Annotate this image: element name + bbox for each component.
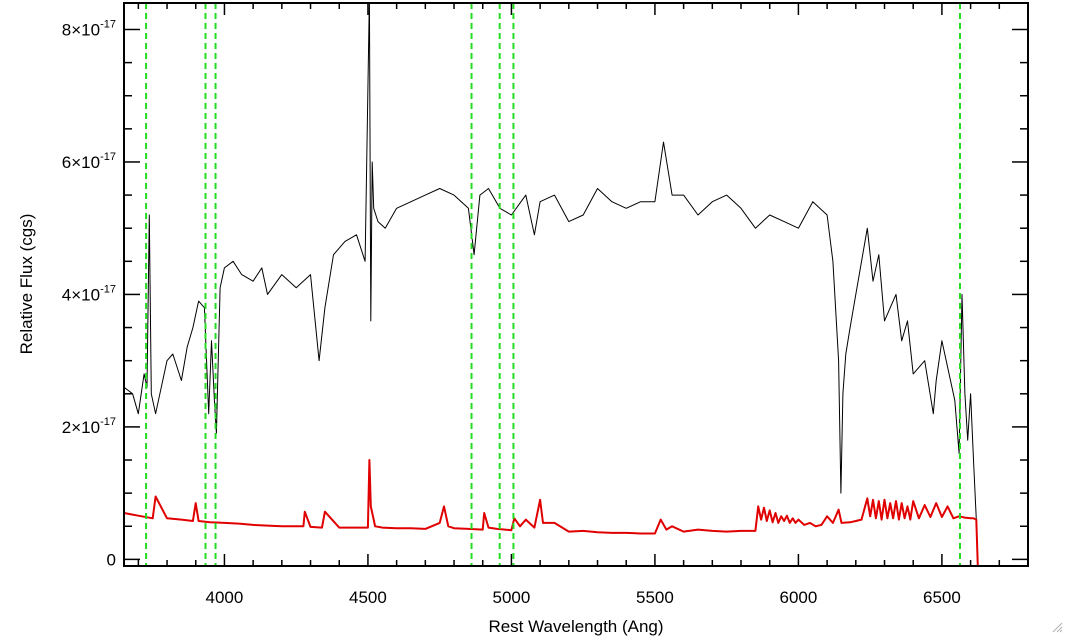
x-tick-label: 4000	[206, 588, 244, 607]
y-tick-label: 2×10-17	[62, 416, 116, 437]
y-tick-label: 4×10-17	[62, 283, 116, 304]
x-tick-label: 5000	[493, 588, 531, 607]
y-tick-label: 6×10-17	[62, 151, 116, 172]
y-axis-title: Relative Flux (cgs)	[17, 214, 36, 355]
y-tick-label: 0	[107, 550, 116, 569]
y-tick-label: 8×10-17	[62, 18, 116, 39]
x-tick-label: 5500	[636, 588, 674, 607]
x-tick-label: 4500	[349, 588, 387, 607]
model-series-line	[124, 459, 1028, 566]
x-tick-label: 6500	[923, 588, 961, 607]
spectrum-series-line	[124, 3, 977, 520]
plot-frame	[123, 2, 1029, 567]
resize-grip-icon[interactable]	[1051, 621, 1063, 633]
x-axis-title: Rest Wavelength (Ang)	[488, 617, 663, 636]
x-tick-label: 6000	[779, 588, 817, 607]
